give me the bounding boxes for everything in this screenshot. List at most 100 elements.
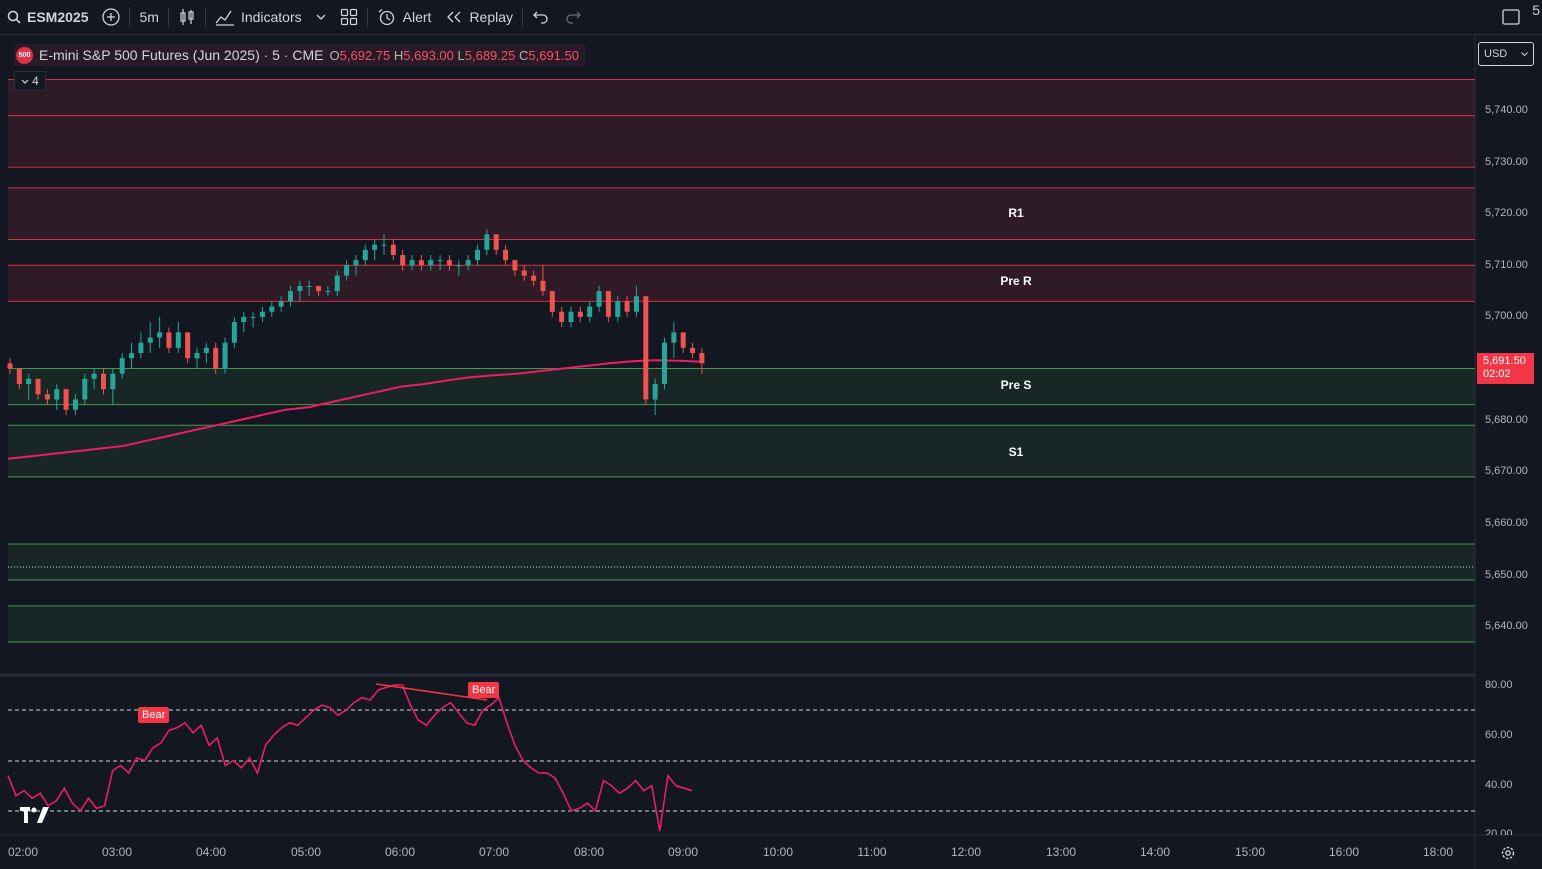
price-axis-label: 5,720.00 bbox=[1485, 207, 1528, 219]
time-axis-label: 15:00 bbox=[1234, 845, 1266, 859]
chevron-down-icon bbox=[21, 79, 29, 84]
toolbar-divider bbox=[366, 7, 368, 27]
level-zone bbox=[8, 115, 1475, 168]
time-axis-label: 07:00 bbox=[478, 845, 510, 859]
chart-canvas[interactable] bbox=[0, 35, 1542, 869]
indicators-collapse-button[interactable]: 4 bbox=[14, 71, 46, 91]
chart-area[interactable]: 500 E-mini S&P 500 Futures (Jun 2025) · … bbox=[0, 35, 1542, 869]
candle-body bbox=[185, 332, 191, 359]
time-axis-label: 12:00 bbox=[950, 845, 982, 859]
chart-background bbox=[0, 35, 1542, 869]
candle-body bbox=[559, 311, 565, 323]
replay-label: Replay bbox=[469, 9, 514, 25]
compare-symbol-button[interactable] bbox=[95, 0, 127, 34]
price-axis-label: 5,650.00 bbox=[1485, 569, 1528, 581]
candle-body bbox=[54, 389, 60, 400]
candle-body bbox=[428, 260, 434, 266]
time-axis-label: 18:00 bbox=[1422, 845, 1454, 859]
candle-body bbox=[643, 296, 649, 400]
price-axis-label: 5,730.00 bbox=[1485, 156, 1528, 168]
symbol-search[interactable]: ESM2025 bbox=[0, 0, 95, 34]
candle-body bbox=[101, 373, 106, 390]
candle-body bbox=[531, 275, 537, 281]
high-value: 5,693.00 bbox=[403, 47, 454, 63]
candle-body bbox=[680, 332, 686, 348]
candle-body bbox=[587, 306, 593, 317]
chart-legend[interactable]: 500 E-mini S&P 500 Futures (Jun 2025) · … bbox=[14, 44, 585, 66]
level-zones bbox=[8, 79, 1475, 642]
candles bbox=[7, 229, 705, 415]
candle-body bbox=[297, 285, 303, 292]
candle-body bbox=[446, 260, 452, 266]
candle-body bbox=[484, 234, 490, 250]
candle-body bbox=[344, 265, 350, 276]
fullscreen-button[interactable] bbox=[1494, 0, 1528, 34]
candle-body bbox=[521, 270, 527, 276]
candle-body bbox=[316, 285, 322, 292]
indicators-button[interactable]: Indicators bbox=[208, 0, 309, 34]
layouts-button[interactable] bbox=[333, 0, 365, 34]
level-label-s1: S1 bbox=[1008, 445, 1024, 459]
candle-body bbox=[652, 383, 658, 400]
candle-body bbox=[26, 378, 32, 384]
currency-select[interactable]: USD bbox=[1478, 42, 1534, 66]
level-lines bbox=[8, 79, 1475, 643]
time-axis-label: 09:00 bbox=[667, 845, 699, 859]
candle-body bbox=[288, 291, 293, 302]
tradingview-logo[interactable] bbox=[20, 807, 50, 828]
chevron-down-icon bbox=[1521, 52, 1528, 56]
close-value: 5,691.50 bbox=[528, 47, 579, 63]
price-axis-label: 5,670.00 bbox=[1485, 465, 1528, 477]
search-icon bbox=[7, 10, 21, 24]
candle-body bbox=[213, 347, 219, 369]
candle-body bbox=[222, 342, 228, 369]
chart-type-button[interactable] bbox=[171, 0, 203, 34]
level-zone bbox=[8, 425, 1475, 477]
candle-body bbox=[699, 353, 705, 364]
candle-body bbox=[390, 244, 396, 255]
level-label-r1: R1 bbox=[1008, 206, 1024, 220]
candle-body bbox=[362, 249, 368, 261]
redo-button[interactable] bbox=[557, 0, 589, 34]
time-axis-label: 10:00 bbox=[762, 845, 794, 859]
candle-body bbox=[72, 399, 78, 410]
time-axis-label: 04:00 bbox=[195, 845, 227, 859]
legend-title: E-mini S&P 500 Futures (Jun 2025) · 5 · … bbox=[39, 47, 324, 63]
candle-body bbox=[540, 280, 546, 292]
osc-axis-label: 20.00 bbox=[1485, 829, 1513, 835]
level-label-pre-s: Pre S bbox=[1000, 378, 1032, 392]
undo-icon bbox=[533, 11, 548, 24]
candle-body bbox=[671, 332, 677, 343]
currency-label: USD bbox=[1484, 48, 1508, 60]
undo-button[interactable] bbox=[525, 0, 557, 34]
candles-icon bbox=[180, 9, 194, 25]
chart-settings-button[interactable] bbox=[1500, 845, 1516, 866]
candle-body bbox=[475, 249, 480, 261]
time-axis-label: 06:00 bbox=[384, 845, 416, 859]
time-axis-label: 16:00 bbox=[1328, 845, 1360, 859]
candle-body bbox=[568, 311, 574, 323]
time-axis-label: 03:00 bbox=[101, 845, 133, 859]
candle-body bbox=[166, 332, 172, 348]
alert-button[interactable]: Alert bbox=[370, 0, 439, 34]
indicators-menu-toggle[interactable] bbox=[309, 0, 333, 34]
price-axis-label: 5,700.00 bbox=[1485, 310, 1528, 322]
high-key: H bbox=[393, 47, 404, 63]
indicators-label: Indicators bbox=[240, 9, 302, 25]
candle-body bbox=[203, 347, 209, 354]
candle-body bbox=[409, 260, 415, 266]
low-value: 5,689.25 bbox=[464, 47, 516, 63]
candle-body bbox=[624, 301, 630, 312]
time-axis-label: 11:00 bbox=[857, 845, 887, 859]
candle-body bbox=[175, 332, 181, 348]
candle-body bbox=[577, 311, 583, 317]
price-axis-label: 5,710.00 bbox=[1485, 259, 1528, 271]
grid-icon bbox=[340, 8, 357, 26]
low-key: L bbox=[457, 47, 465, 63]
candle-body bbox=[129, 353, 135, 359]
topbar-cut-label: 5 bbox=[1532, 2, 1540, 18]
interval-button[interactable]: 5m bbox=[132, 0, 165, 34]
candle-body bbox=[549, 291, 555, 312]
replay-button[interactable]: Replay bbox=[438, 0, 520, 34]
time-axis-label: 14:00 bbox=[1139, 845, 1171, 859]
